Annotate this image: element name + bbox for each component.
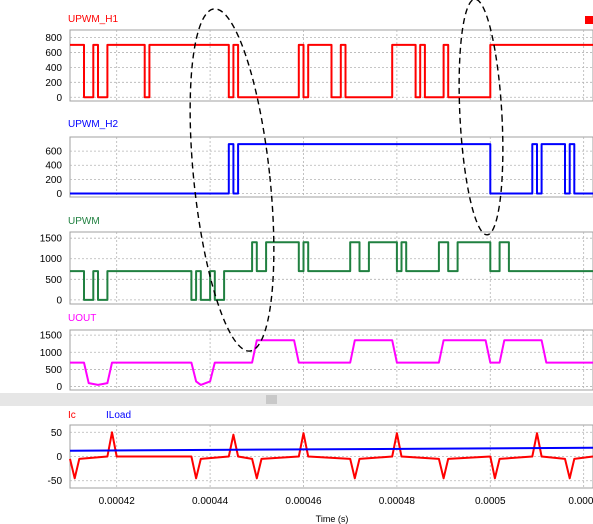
series-line — [70, 339, 593, 386]
y-tick-label: -50 — [48, 476, 63, 487]
x-axis-label: Time (s) — [316, 514, 349, 524]
y-tick-label: 1500 — [40, 234, 63, 245]
y-tick-label: 0 — [56, 189, 62, 200]
x-tick-label: 0.0005 — [568, 496, 593, 507]
y-tick-label: 400 — [45, 63, 62, 74]
y-tick-label: 0 — [56, 93, 62, 104]
dashed-annotation-ellipse — [458, 0, 504, 236]
plot-frame — [69, 231, 593, 305]
x-tick-label: 0.00044 — [192, 496, 229, 507]
y-tick-label: 800 — [45, 33, 62, 44]
x-tick-label: 0.00046 — [285, 496, 322, 507]
series-label: ILoad — [106, 410, 131, 421]
y-tick-label: 0 — [56, 452, 62, 463]
legend-marker-clipped — [585, 16, 593, 24]
series-label: Ic — [68, 410, 76, 421]
x-tick-label: 0.0005 — [475, 496, 506, 507]
x-tick-label: 0.00042 — [99, 496, 136, 507]
y-tick-label: 1000 — [40, 254, 63, 265]
series-line — [69, 446, 593, 452]
y-tick-label: 1000 — [40, 348, 63, 359]
plot-frame — [69, 136, 593, 198]
y-tick-label: 200 — [45, 78, 62, 89]
y-tick-label: 400 — [45, 161, 62, 172]
y-tick-label: 500 — [45, 275, 62, 286]
series-line — [70, 43, 593, 99]
panel-scrollbar[interactable] — [0, 393, 593, 406]
series-line — [69, 431, 593, 480]
scrollbar-thumb[interactable] — [266, 395, 277, 404]
y-tick-label: 0 — [56, 382, 62, 393]
series-label: UPWM — [68, 216, 100, 227]
y-tick-label: 50 — [51, 428, 63, 439]
dashed-annotation-ellipse — [189, 8, 275, 352]
plot-frame — [69, 329, 593, 391]
series-line — [70, 143, 593, 195]
y-tick-label: 600 — [45, 48, 62, 59]
y-tick-label: 500 — [45, 365, 62, 376]
x-tick-label: 0.00048 — [379, 496, 416, 507]
series-line — [70, 241, 593, 301]
series-label: UOUT — [68, 313, 96, 324]
y-tick-label: 200 — [45, 175, 62, 186]
y-tick-label: 600 — [45, 147, 62, 158]
series-label: UPWM_H1 — [68, 14, 118, 25]
y-tick-label: 0 — [56, 295, 62, 306]
y-tick-label: 1500 — [40, 331, 63, 342]
series-label: UPWM_H2 — [68, 119, 118, 130]
